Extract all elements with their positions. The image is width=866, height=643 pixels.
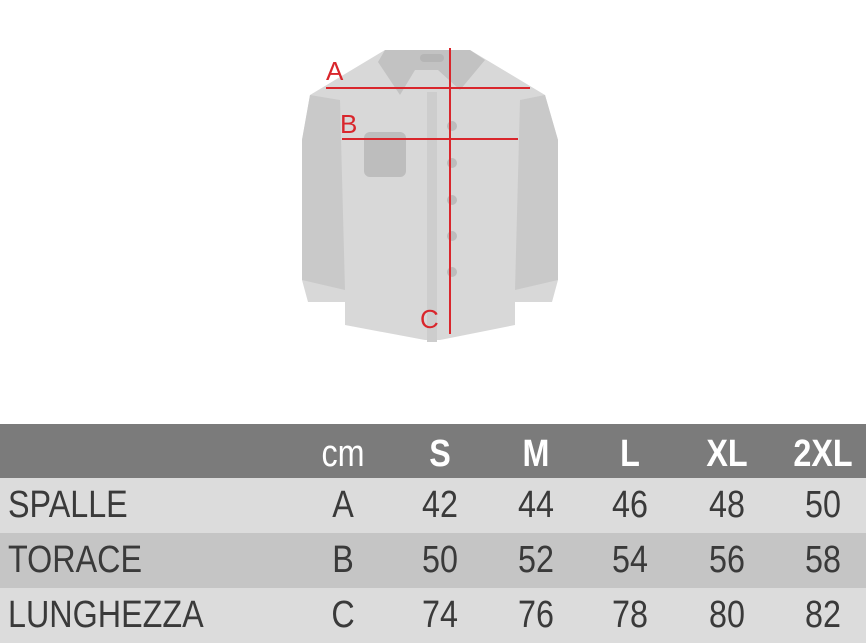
table-cell: 48 xyxy=(709,484,745,526)
size-header: XL xyxy=(706,432,748,475)
label-c: C xyxy=(420,304,439,334)
table-row: TORACE B 50 52 54 56 58 xyxy=(0,533,866,588)
label-b: B xyxy=(340,109,357,139)
table-cell: 42 xyxy=(422,484,458,526)
table-row: LUNGHEZZA C 74 76 78 80 82 xyxy=(0,588,866,643)
table-cell: 82 xyxy=(805,594,841,636)
table-cell: 44 xyxy=(518,484,554,526)
shirt-measurement-diagram: A B C xyxy=(302,48,558,342)
table-cell: 78 xyxy=(612,594,648,636)
table-cell: 80 xyxy=(709,594,745,636)
unit-header: cm xyxy=(321,432,365,475)
measure-name: LUNGHEZZA xyxy=(8,594,204,636)
table-cell: 54 xyxy=(612,539,648,581)
measure-code: C xyxy=(331,594,355,636)
size-header: M xyxy=(522,432,550,475)
measure-name: TORACE xyxy=(8,539,143,581)
table-cell: 50 xyxy=(805,484,841,526)
table-cell: 52 xyxy=(518,539,554,581)
size-table: cm S M L XL 2XL SPALLE A 42 44 46 48 50 … xyxy=(0,424,866,643)
size-header: 2XL xyxy=(793,432,853,475)
measure-code: A xyxy=(332,484,354,526)
measure-name: SPALLE xyxy=(8,484,128,526)
measure-code: B xyxy=(332,539,354,581)
table-cell: 74 xyxy=(422,594,458,636)
table-cell: 76 xyxy=(518,594,554,636)
table-header: cm S M L XL 2XL xyxy=(0,424,866,478)
table-cell: 56 xyxy=(709,539,745,581)
table-cell: 46 xyxy=(612,484,648,526)
measurement-lines xyxy=(326,48,530,334)
table-cell: 50 xyxy=(422,539,458,581)
size-header: L xyxy=(620,432,640,475)
label-a: A xyxy=(326,56,344,86)
table-row: SPALLE A 42 44 46 48 50 xyxy=(0,478,866,533)
table-cell: 58 xyxy=(805,539,841,581)
shirt-illustration xyxy=(302,50,558,342)
size-header: S xyxy=(429,432,451,475)
